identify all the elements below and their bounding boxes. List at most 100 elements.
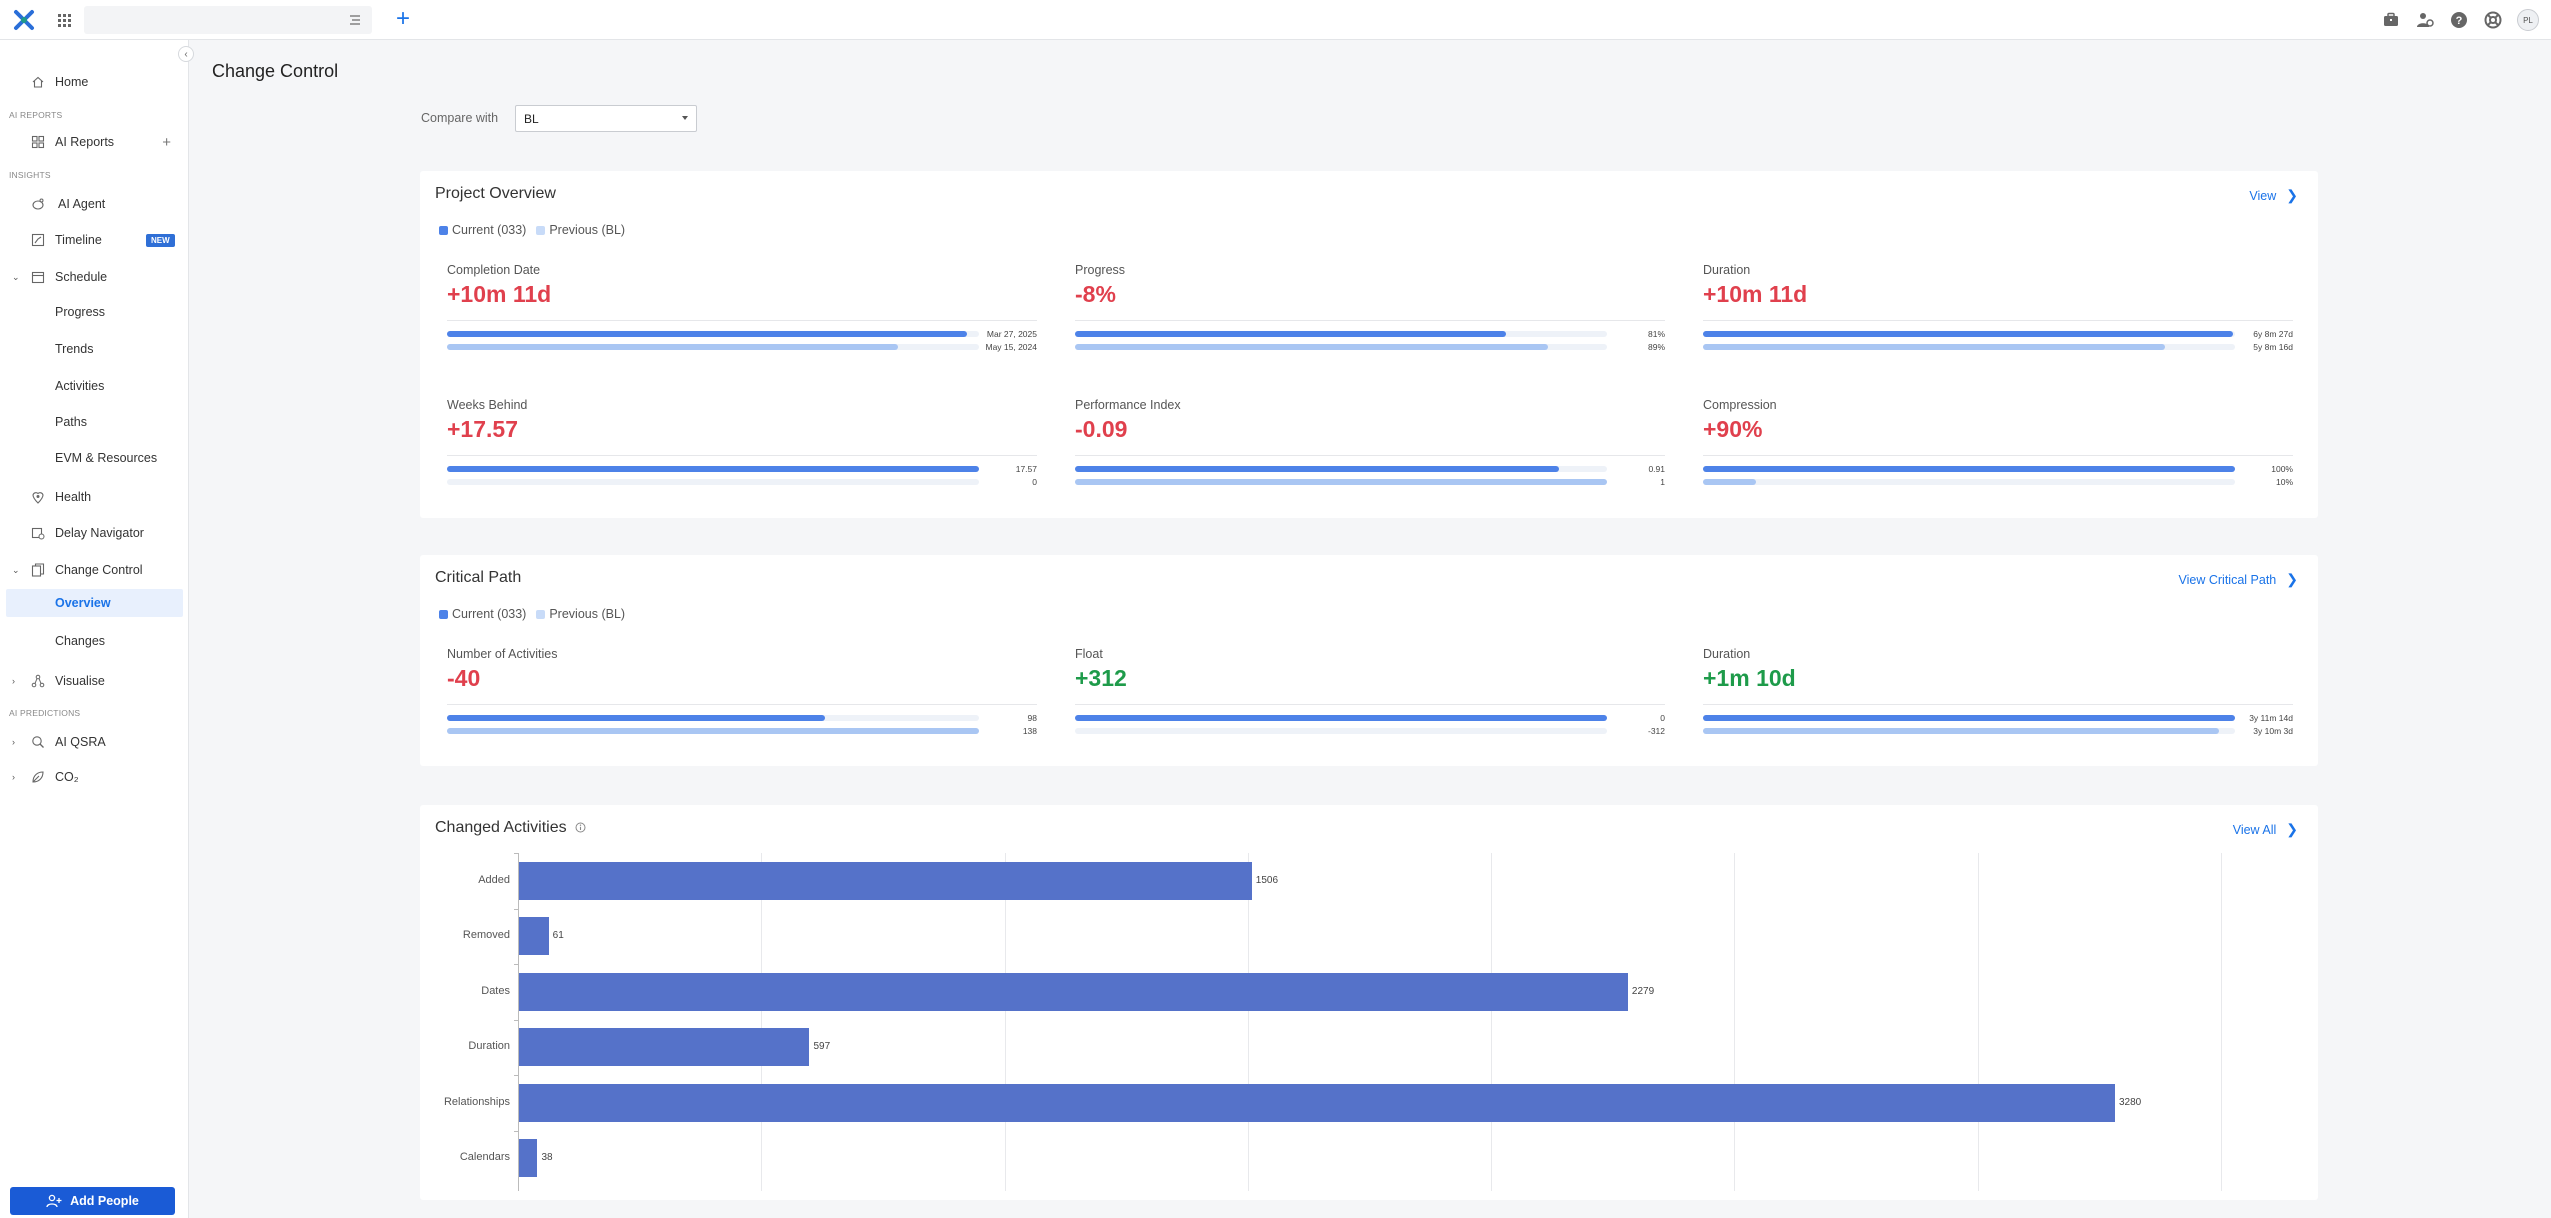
sidebar-item-health[interactable]: Health: [0, 483, 183, 511]
chevron-right-icon[interactable]: ›: [12, 676, 15, 686]
sidebar-item-label: AI QSRA: [55, 735, 106, 749]
add-tab-button[interactable]: +: [395, 5, 410, 32]
list-menu-icon[interactable]: [348, 13, 362, 27]
sidebar-item-ai-qsra[interactable]: › AI QSRA: [0, 728, 183, 756]
sidebar-item-paths[interactable]: Paths: [0, 408, 183, 436]
metric-divider: [1075, 704, 1665, 705]
previous-value-label: May 15, 2024: [985, 342, 1037, 352]
sidebar-item-home[interactable]: Home: [0, 68, 183, 96]
sidebar-item-schedule[interactable]: ⌄ Schedule: [0, 263, 183, 291]
metric-tile: Progress -8% 81% 89%: [1075, 263, 1665, 352]
current-bar-fill: [447, 466, 979, 472]
chevron-right-icon[interactable]: ›: [12, 772, 15, 782]
apps-grid-icon[interactable]: [54, 10, 74, 30]
previous-value-label: -312: [1647, 726, 1665, 736]
current-bar-fill: [1703, 331, 2234, 337]
metric-label: Duration: [1703, 647, 1751, 661]
sidebar-item-label: Activities: [55, 379, 105, 393]
sidebar-item-overview[interactable]: Overview: [6, 589, 183, 617]
user-settings-icon[interactable]: [2415, 10, 2435, 30]
current-bar: 100%: [1703, 464, 2293, 474]
help-icon[interactable]: ?: [2449, 10, 2469, 30]
previous-bar: 1: [1075, 477, 1665, 487]
previous-value-label: 1: [1660, 477, 1665, 487]
previous-value-label: 138: [1022, 726, 1037, 736]
sidebar-item-label: Timeline: [55, 233, 102, 247]
sidebar-item-ai-reports[interactable]: AI Reports +: [0, 128, 183, 156]
link-label: View All: [2232, 822, 2277, 837]
previous-bar-fill: [1703, 728, 2220, 734]
current-value-label: 0: [1660, 713, 1665, 723]
add-people-label: Add People: [70, 1194, 139, 1208]
chevron-right-icon[interactable]: ›: [12, 737, 15, 747]
metric-label: Float: [1075, 647, 1103, 661]
chart-bar[interactable]: [519, 861, 1252, 900]
view-all-link[interactable]: View All ❯: [2233, 821, 2298, 838]
project-overview-card: Project Overview View ❯ Current (033) Pr…: [420, 171, 2318, 518]
add-report-button[interactable]: +: [162, 133, 171, 151]
previous-value-label: 3y 10m 3d: [2253, 726, 2293, 736]
support-lifebuoy-icon[interactable]: [2483, 10, 2503, 30]
card-title: Project Overview: [435, 185, 556, 202]
sidebar-item-activities[interactable]: Activities: [0, 372, 183, 400]
metric-value: +1m 10d: [1703, 665, 1796, 691]
legend-current[interactable]: Current (033): [439, 607, 526, 621]
sidebar-item-evm-resources[interactable]: EVM & Resources: [0, 444, 183, 472]
sidebar-item-visualise[interactable]: › Visualise: [0, 667, 183, 695]
leaf-icon: [32, 771, 44, 783]
chart-bar[interactable]: [519, 972, 1628, 1011]
metric-value: -8%: [1075, 281, 1116, 307]
new-badge: NEW: [146, 233, 175, 247]
chart-gridline: [2221, 853, 2222, 1191]
sidebar-item-trends[interactable]: Trends: [0, 335, 183, 363]
previous-bar: 89%: [1075, 342, 1665, 352]
previous-bar-fill: [1703, 479, 1757, 485]
sidebar-item-ai-agent[interactable]: AI Agent: [0, 190, 183, 218]
current-value-label: 100%: [2271, 464, 2293, 474]
metric-value: +90%: [1703, 416, 1763, 442]
sidebar-item-delay-navigator[interactable]: Delay Navigator: [0, 519, 183, 547]
sidebar-item-change-control[interactable]: ⌄ Change Control: [0, 556, 183, 584]
legend-previous[interactable]: Previous (BL): [536, 223, 625, 237]
chart-bar[interactable]: [519, 1028, 810, 1067]
sidebar-item-label: Trends: [55, 342, 94, 356]
compare-with-select[interactable]: BL: [515, 105, 697, 132]
app-logo[interactable]: [12, 8, 36, 32]
legend-previous[interactable]: Previous (BL): [536, 607, 625, 621]
sidebar-item-progress[interactable]: Progress: [0, 298, 183, 326]
document-compare-icon: [31, 563, 45, 577]
add-user-icon: [46, 1194, 62, 1208]
metric-tile: Duration +1m 10d 3y 11m 14d 3y 10m 3d: [1703, 647, 2293, 736]
chevron-down-icon[interactable]: ⌄: [12, 271, 20, 282]
metric-divider: [1703, 704, 2293, 705]
chart-bar[interactable]: [519, 1083, 2115, 1122]
view-critical-path-link[interactable]: View Critical Path ❯: [2179, 571, 2298, 588]
sidebar-item-changes[interactable]: Changes: [0, 627, 183, 655]
legend-current[interactable]: Current (033): [439, 223, 526, 237]
add-people-button[interactable]: Add People: [10, 1187, 175, 1215]
sidebar-item-timeline[interactable]: Timeline NEW: [0, 226, 183, 254]
user-avatar[interactable]: PL: [2517, 9, 2539, 31]
metric-tile: Duration +10m 11d 6y 8m 27d 5y 8m 16d: [1703, 263, 2293, 352]
sidebar-item-label: Paths: [55, 415, 87, 429]
caret-down-icon: [682, 116, 688, 120]
chart-bar[interactable]: [519, 1139, 538, 1178]
section-label-ai-predictions: AI PREDICTIONS: [9, 708, 81, 718]
chevron-down-icon[interactable]: ⌄: [12, 564, 20, 575]
chart-tick: [514, 853, 518, 854]
current-bar-fill: [1075, 466, 1560, 472]
view-project-overview-link[interactable]: View ❯: [2249, 187, 2298, 204]
info-icon[interactable]: [575, 822, 586, 833]
page-title: Change Control: [212, 61, 339, 81]
metric-divider: [447, 320, 1037, 321]
sidebar-item-co2[interactable]: › CO₂: [0, 763, 183, 791]
changed-activities-card: Changed Activities View All ❯ Added 1506 R…: [420, 805, 2318, 1200]
chart-tick: [514, 964, 518, 965]
chart-bar[interactable]: [519, 917, 549, 956]
project-selector[interactable]: [84, 6, 372, 34]
chart-category-label: Relationships: [443, 1095, 510, 1108]
briefcase-icon[interactable]: [2381, 10, 2401, 30]
collapse-sidebar-button[interactable]: ‹: [178, 46, 194, 62]
current-value-label: Mar 27, 2025: [986, 329, 1037, 339]
metric-divider: [1075, 455, 1665, 456]
